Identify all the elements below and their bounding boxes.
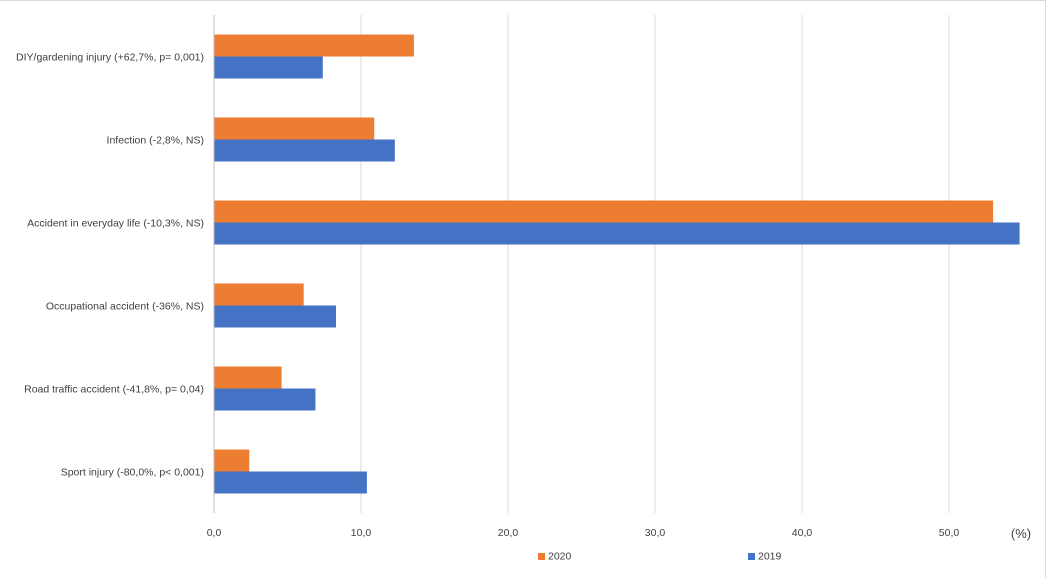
x-axis-unit-label: (%) [1011, 526, 1031, 541]
category-label: Infection (-2,8%, NS) [107, 135, 204, 147]
category-label: Road traffic accident (-41,8%, p= 0,04) [24, 384, 204, 396]
x-tick-label: 0,0 [207, 527, 222, 539]
legend-swatch [538, 553, 545, 560]
x-tick-label: 40,0 [792, 527, 813, 539]
bar-2020 [214, 34, 414, 57]
category-label: Accident in everyday life (-10,3%, NS) [27, 218, 204, 230]
x-tick-label: 20,0 [498, 527, 519, 539]
legend-item-2020: 2020 [538, 551, 572, 563]
category-label: DIY/gardening injury (+62,7%, p= 0,001) [16, 52, 204, 64]
gridlines [360, 15, 950, 513]
legend-swatch [748, 553, 755, 560]
category-labels: DIY/gardening injury (+62,7%, p= 0,001) I… [16, 52, 204, 479]
bar-2020 [214, 449, 250, 472]
bar-2019 [214, 139, 395, 162]
x-tick-label: 10,0 [351, 527, 372, 539]
bars [214, 34, 1020, 494]
bar-2019 [214, 471, 367, 494]
bar-2020 [214, 366, 282, 389]
bar-2019 [214, 388, 316, 411]
legend: 2020 2019 [538, 551, 782, 563]
legend-label: 2019 [758, 551, 782, 563]
bar-2019 [214, 305, 337, 328]
bar-2020 [214, 200, 994, 223]
x-tick-label: 50,0 [939, 527, 960, 539]
x-tick-labels: 0,0 10,0 20,0 30,0 40,0 50,0 [207, 527, 960, 539]
category-label: Occupational accident (-36%, NS) [46, 301, 204, 313]
bar-2020 [214, 117, 375, 140]
bar-2019 [214, 56, 323, 79]
legend-label: 2020 [548, 551, 572, 563]
bar-2020 [214, 283, 304, 306]
x-tick-label: 30,0 [645, 527, 666, 539]
category-label: Sport injury (-80,0%, p< 0,001) [61, 467, 204, 479]
legend-item-2019: 2019 [748, 551, 782, 563]
bar-2019 [214, 222, 1020, 245]
